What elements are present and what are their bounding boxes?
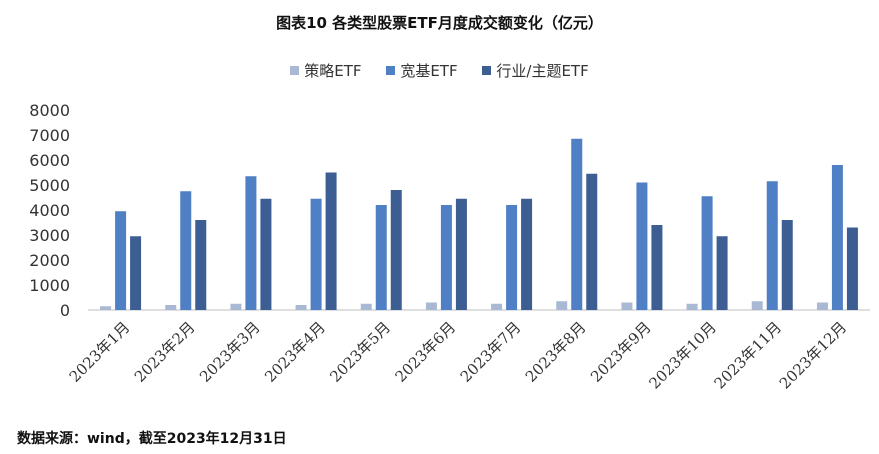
legend-label-industry: 行业/主题ETF	[496, 62, 589, 80]
y-tick-label: 1000	[29, 276, 70, 295]
bar-broad-11	[766, 181, 778, 310]
bar-strategy-9	[621, 302, 633, 310]
source-note: 数据来源：wind，截至2023年12月31日	[17, 431, 287, 447]
y-tick-label: 2000	[29, 251, 70, 270]
bar-broad-8	[571, 138, 583, 310]
bar-industry-11	[781, 220, 793, 310]
bar-industry-7	[521, 198, 533, 310]
bar-strategy-11	[751, 301, 763, 310]
bar-strategy-6	[425, 302, 437, 310]
bar-broad-2	[180, 191, 192, 310]
x-tick-label: 2023年6月	[392, 318, 460, 386]
y-tick-label: 6000	[29, 151, 70, 170]
bar-industry-4	[325, 172, 337, 310]
bar-strategy-3	[230, 303, 242, 310]
x-tick-label: 2023年11月	[711, 318, 785, 392]
bar-broad-9	[636, 182, 648, 310]
x-tick-label: 2023年2月	[131, 318, 199, 386]
bar-strategy-4	[295, 305, 307, 310]
legend: 策略ETF 宽基ETF 行业/主题ETF	[0, 60, 879, 81]
chart-title: 图表10 各类型股票ETF月度成交额变化（亿元）	[276, 14, 603, 32]
bar-broad-12	[831, 165, 843, 310]
y-tick-label: 5000	[29, 176, 70, 195]
bar-broad-1	[115, 211, 127, 310]
bar-industry-2	[195, 220, 207, 310]
bar-industry-12	[846, 227, 858, 310]
y-tick-label: 4000	[29, 201, 70, 220]
bar-strategy-10	[686, 303, 698, 310]
x-tick-label: 2023年8月	[522, 318, 590, 386]
bar-broad-4	[310, 198, 322, 310]
bar-industry-9	[651, 225, 663, 310]
x-tick-label: 2023年4月	[261, 318, 329, 386]
legend-item-industry: 行业/主题ETF	[482, 60, 589, 81]
bar-strategy-5	[360, 303, 372, 310]
x-tick-label: 2023年3月	[196, 318, 264, 386]
bar-broad-3	[245, 176, 257, 310]
legend-label-broad: 宽基ETF	[400, 62, 458, 80]
bar-strategy-7	[491, 303, 503, 310]
bar-broad-6	[440, 205, 452, 310]
x-tick-label: 2023年9月	[587, 318, 655, 386]
bar-strategy-1	[100, 306, 112, 310]
legend-label-strategy: 策略ETF	[304, 62, 362, 80]
y-tick-label: 7000	[29, 126, 70, 145]
x-tick-label: 2023年1月	[66, 318, 134, 386]
bar-strategy-8	[556, 301, 568, 310]
bar-industry-3	[260, 198, 272, 310]
bar-broad-7	[506, 205, 518, 310]
bar-industry-10	[716, 236, 728, 310]
bar-industry-5	[390, 190, 402, 310]
y-tick-label: 0	[60, 301, 70, 320]
legend-swatch-strategy	[290, 66, 300, 75]
bar-broad-5	[375, 205, 387, 310]
bar-industry-1	[130, 236, 142, 310]
legend-item-strategy: 策略ETF	[290, 60, 362, 81]
bar-broad-10	[701, 196, 713, 310]
legend-item-broad: 宽基ETF	[386, 60, 458, 81]
bar-strategy-12	[816, 302, 828, 310]
y-tick-label: 3000	[29, 226, 70, 245]
bar-industry-6	[455, 198, 467, 310]
y-tick-label: 8000	[29, 101, 70, 120]
x-tick-label: 2023年7月	[457, 318, 525, 386]
x-tick-label: 2023年10月	[645, 318, 719, 392]
bar-strategy-2	[165, 305, 177, 310]
legend-swatch-broad	[386, 66, 396, 75]
legend-swatch-industry	[482, 66, 492, 75]
x-tick-label: 2023年12月	[776, 318, 850, 392]
x-tick-label: 2023年5月	[326, 318, 394, 386]
bar-industry-8	[586, 173, 598, 310]
